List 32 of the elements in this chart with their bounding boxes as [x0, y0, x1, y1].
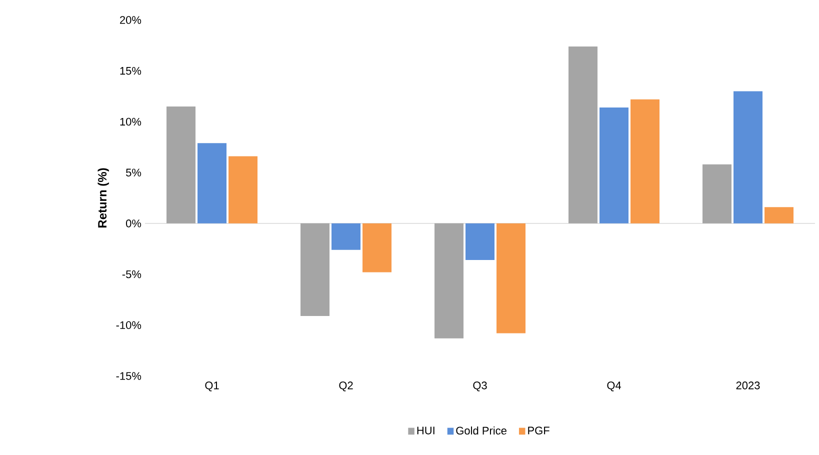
bar: [434, 223, 464, 338]
bar: [764, 207, 794, 224]
bar: [734, 91, 763, 224]
bar: [166, 106, 196, 224]
legend-label: Gold Price: [456, 426, 506, 435]
legend-label: PGF: [528, 426, 550, 434]
bar: [496, 223, 526, 334]
bar: [332, 223, 361, 250]
y-tick-label: 10%: [120, 118, 142, 126]
bar: [568, 46, 598, 224]
bar: [300, 223, 330, 316]
legend-label: HUI: [417, 426, 434, 434]
x-tick-label: Q3: [473, 382, 487, 392]
bar: [362, 223, 392, 272]
bar: [466, 223, 495, 260]
y-tick-label: -5%: [122, 270, 142, 278]
bar: [702, 164, 732, 224]
y-tick-label: -10%: [116, 321, 142, 330]
y-tick-label: 20%: [120, 16, 142, 24]
bar: [228, 156, 258, 224]
bar: [630, 99, 660, 224]
y-axis-title: Return (%): [98, 168, 109, 228]
x-tick-label: Q4: [607, 382, 622, 392]
y-tick-label: 5%: [126, 168, 142, 176]
bar: [198, 143, 227, 224]
x-tick-label: Q1: [205, 382, 219, 392]
bar: [600, 107, 629, 224]
x-tick-label: 2023: [736, 382, 760, 390]
y-tick-label: 15%: [120, 66, 142, 75]
y-tick-label: 0%: [126, 220, 142, 228]
y-tick-label: -15%: [116, 372, 142, 380]
x-tick-label: Q2: [339, 382, 353, 392]
